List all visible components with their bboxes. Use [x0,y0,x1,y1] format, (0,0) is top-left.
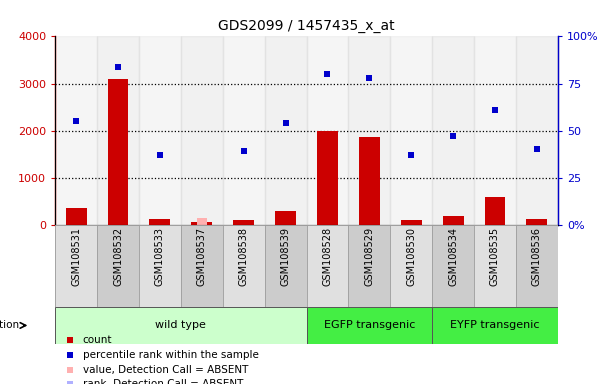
Bar [191,222,212,225]
Bar [474,225,516,307]
Bar [432,36,474,225]
Text: GSM108536: GSM108536 [532,227,542,286]
Bar [390,225,432,307]
Bar [432,307,558,344]
Bar [223,225,265,307]
Text: GSM108539: GSM108539 [281,227,291,286]
Bar [233,220,254,225]
Text: count: count [83,334,112,344]
Text: EYFP transgenic: EYFP transgenic [450,320,540,331]
Bar [66,208,86,225]
Text: GSM108528: GSM108528 [322,227,332,286]
Bar [55,307,306,344]
Bar [107,79,129,225]
Text: percentile rank within the sample: percentile rank within the sample [83,350,259,360]
Bar [223,36,265,225]
Bar [306,225,348,307]
Bar [516,225,558,307]
Title: GDS2099 / 1457435_x_at: GDS2099 / 1457435_x_at [218,19,395,33]
Bar [348,36,390,225]
Text: value, Detection Call = ABSENT: value, Detection Call = ABSENT [83,365,248,375]
Text: GSM108535: GSM108535 [490,227,500,286]
Bar [55,36,97,225]
Bar [306,307,432,344]
Bar [317,131,338,225]
Bar [401,220,422,225]
Bar [181,225,223,307]
Bar [275,212,296,225]
Text: GSM108532: GSM108532 [113,227,123,286]
Bar [348,225,390,307]
Bar [516,36,558,225]
Text: EGFP transgenic: EGFP transgenic [324,320,415,331]
Bar [97,36,139,225]
Bar [306,36,348,225]
Bar [432,225,474,307]
Bar [359,137,380,225]
Text: GSM108533: GSM108533 [155,227,165,286]
Bar [474,36,516,225]
Bar [55,225,97,307]
Text: genotype/variation: genotype/variation [0,320,19,331]
Text: GSM108538: GSM108538 [238,227,249,286]
Bar [97,225,139,307]
Text: GSM108530: GSM108530 [406,227,416,286]
Bar [527,220,547,225]
Bar [139,225,181,307]
Text: GSM108531: GSM108531 [71,227,81,286]
Text: wild type: wild type [156,320,206,331]
Bar [484,197,506,225]
Text: GSM108534: GSM108534 [448,227,458,286]
Bar [443,216,463,225]
Text: GSM108529: GSM108529 [364,227,375,286]
Bar [265,36,306,225]
Text: rank, Detection Call = ABSENT: rank, Detection Call = ABSENT [83,379,243,384]
Bar [390,36,432,225]
Text: GSM108537: GSM108537 [197,227,207,286]
Bar [181,36,223,225]
Bar [265,225,306,307]
Bar [150,220,170,225]
Bar [139,36,181,225]
